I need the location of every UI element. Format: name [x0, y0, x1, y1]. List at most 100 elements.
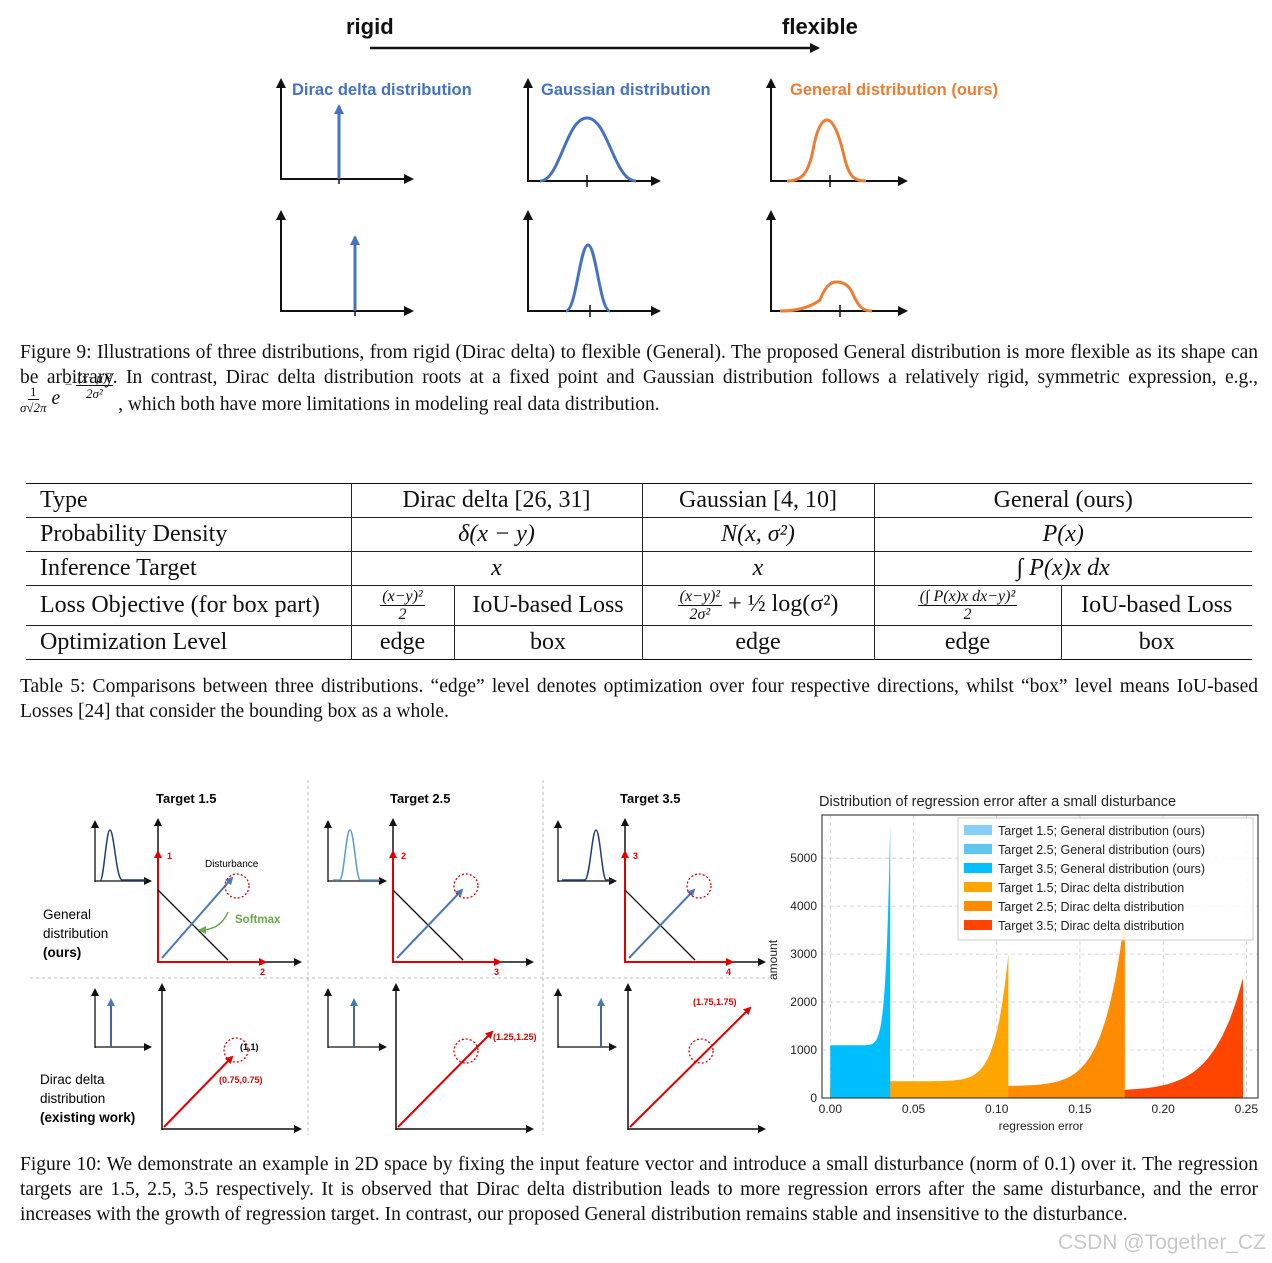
legend-entry: Target 3.5; Dirac delta distribution — [998, 919, 1184, 933]
general-panel-title: General distribution (ours) — [790, 81, 998, 99]
table-cell: Dirac delta [26, 31] — [350, 483, 642, 518]
flexible-label: flexible — [782, 14, 858, 39]
y-tick-label: 4000 — [790, 899, 817, 913]
x-tick-label: 0.25 — [1235, 1102, 1259, 1116]
axis-mark: 3 — [633, 851, 638, 861]
series-area — [830, 824, 891, 1098]
table-row-density: Probability Density δ(x − y) N(x, σ²) P(… — [26, 517, 1252, 552]
dirac-mini-plot — [91, 988, 152, 1051]
x-tick-label: 0.05 — [902, 1102, 926, 1116]
x-tick-label: 0.10 — [985, 1102, 1009, 1116]
loss-numerator: (∫ P(x)x dx−y)² — [917, 588, 1018, 606]
legend-entry: Target 1.5; Dirac delta distribution — [998, 881, 1184, 895]
x-axis-label: regression error — [999, 1119, 1084, 1133]
legend-swatch — [964, 882, 992, 892]
legend-swatch — [964, 825, 992, 835]
loss-denominator: 2 — [398, 606, 407, 623]
axis-mark: 2 — [260, 967, 265, 977]
table-cell: edge — [641, 625, 874, 660]
table5-caption-text: Table 5: Comparisons between three distr… — [20, 676, 1258, 722]
disturbance-label: Disturbance — [205, 859, 259, 870]
target-label: Target 1.5 — [156, 791, 216, 806]
table-cell: (x−y)² 2σ² + ½ log(σ²) — [641, 585, 874, 626]
general-plot-bottom — [766, 210, 908, 317]
figure9-caption-tail: , which both have more limitations in mo… — [118, 393, 660, 415]
legend-box — [957, 817, 1254, 941]
target-label: Target 2.5 — [390, 791, 450, 806]
dirac-point-label: (1.75,1.75) — [693, 997, 737, 1007]
dirac-plane: (1,1) (0.75,0.75) — [158, 983, 302, 1133]
series-area — [830, 915, 1125, 1098]
dirac-panel-title: Dirac delta distribution — [292, 81, 472, 99]
y-tick-label: 3000 — [790, 947, 817, 961]
dirac-plane: (1.75,1.75) — [624, 983, 766, 1133]
gaussian-plot-bottom — [523, 210, 661, 317]
table-cell: Probability Density — [26, 517, 351, 552]
table-cell: IoU-based Loss — [1060, 585, 1252, 626]
dirac-point-label: (1,1) — [240, 1042, 259, 1052]
legend-entry: Target 2.5; General distribution (ours) — [998, 843, 1205, 857]
general-mini-plot — [91, 820, 152, 885]
figure9-caption: Figure 9: Illustrations of three distrib… — [20, 340, 1258, 421]
target-label: Target 3.5 — [620, 791, 680, 806]
table-cell: box — [453, 625, 642, 660]
row-label-dirac: Dirac delta distribution (existing work) — [40, 1072, 135, 1125]
axis-mark: 4 — [726, 967, 731, 977]
x-tick-label: 0.20 — [1151, 1102, 1175, 1116]
table-row-inference: Inference Target x x ∫ P(x)x dx — [26, 551, 1252, 586]
loss-numerator: (x−y)² — [677, 588, 723, 606]
dirac-mini-plot — [324, 988, 387, 1051]
formula-exp-denominator: 2σ² — [85, 386, 103, 401]
table-cell: x — [350, 551, 642, 586]
table-cell: (∫ P(x)x dx−y)² 2 — [873, 585, 1061, 626]
gaussian-formula: 1 σ√2π e − (x−μ)² 2σ² — [20, 370, 114, 415]
figure9-caption-text: Figure 9: Illustrations of three distrib… — [20, 342, 1258, 388]
general-plane: 2 3 — [389, 818, 534, 977]
legend-entry: Target 2.5; Dirac delta distribution — [998, 900, 1184, 914]
general-mini-plot — [324, 820, 387, 885]
x-tick-label: 0.00 — [819, 1102, 843, 1116]
y-tick-label: 5000 — [790, 851, 817, 865]
table-cell: P(x) — [873, 517, 1252, 552]
x-tick-label: 0.15 — [1068, 1102, 1092, 1116]
gaussian-panel-title: Gaussian distribution — [541, 81, 711, 99]
plot-frame-outline — [821, 814, 1259, 1099]
gaussian-plot-top — [523, 78, 661, 187]
chart-title: Distribution of regression error after a… — [819, 794, 1176, 810]
table-row-type: Type Dirac delta [26, 31] Gaussian [4, 1… — [26, 483, 1252, 518]
axis-mark: 2 — [401, 851, 406, 861]
dirac-plot-top — [276, 78, 414, 184]
y-axis-label: amount — [766, 939, 780, 980]
row-label-general: General distribution (ours) — [43, 907, 112, 960]
table5-caption: Table 5: Comparisons between three distr… — [20, 674, 1258, 724]
table-cell: edge — [873, 625, 1061, 660]
table-cell: Type — [26, 483, 351, 518]
table-cell: Optimization Level — [26, 625, 351, 660]
table-cell: ∫ P(x)x dx — [873, 551, 1252, 586]
regression-error-chart: Distribution of regression error after a… — [766, 794, 1259, 1133]
general-plot-top — [766, 78, 908, 187]
table-row-opt: Optimization Level edge box edge edge bo… — [26, 625, 1252, 660]
table-cell: IoU-based Loss — [453, 585, 642, 626]
general-plane: 1 2 Disturbance Softmax — [154, 818, 302, 977]
figure10-caption: Figure 10: We demonstrate an example in … — [20, 1152, 1258, 1227]
table-cell: x — [641, 551, 874, 586]
table-cell: δ(x − y) — [350, 517, 642, 552]
formula-denominator: σ√2π — [20, 400, 47, 415]
table-cell: Gaussian [4, 10] — [641, 483, 874, 518]
loss-numerator: (x−y)² — [380, 588, 425, 606]
y-tick-label: 1000 — [790, 1043, 817, 1057]
axis-mark: 1 — [167, 851, 172, 861]
y-tick-label: 0 — [810, 1091, 817, 1105]
series-area — [830, 978, 1244, 1098]
loss-denominator: 2σ² — [689, 606, 711, 623]
loss-denominator: 2 — [963, 606, 972, 623]
dirac-point-label: (0.75,0.75) — [219, 1075, 263, 1085]
legend-swatch — [964, 863, 992, 873]
table-cell: edge — [350, 625, 454, 660]
general-mini-plot — [554, 820, 617, 885]
rigid-label: rigid — [346, 14, 394, 39]
table-cell: N(x, σ²) — [641, 517, 874, 552]
formula-exp-numerator: (x−μ)² — [75, 370, 114, 386]
softmax-label: Softmax — [235, 914, 281, 926]
